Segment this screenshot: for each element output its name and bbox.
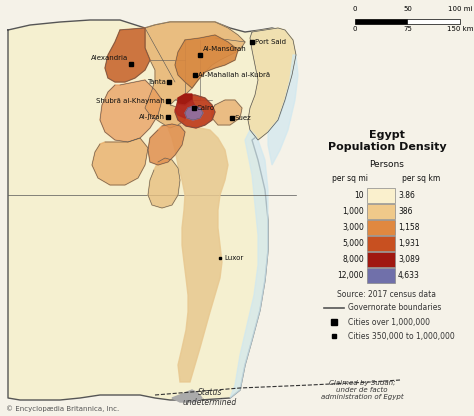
Text: Cairo: Cairo <box>197 105 215 111</box>
Text: 1,931: 1,931 <box>398 239 419 248</box>
Text: Source: 2017 census data: Source: 2017 census data <box>337 290 437 299</box>
Polygon shape <box>100 80 162 142</box>
Text: 1,000: 1,000 <box>342 207 364 216</box>
Text: 3,089: 3,089 <box>398 255 420 264</box>
Bar <box>355 19 408 24</box>
Text: 50: 50 <box>403 6 412 12</box>
Text: 0: 0 <box>353 6 357 12</box>
Text: 100 mi: 100 mi <box>448 6 472 12</box>
Text: 150 km: 150 km <box>447 26 473 32</box>
Polygon shape <box>212 100 242 125</box>
Polygon shape <box>175 35 238 88</box>
Text: Al-Jīzah: Al-Jīzah <box>139 114 165 120</box>
Bar <box>367 204 395 219</box>
Text: 386: 386 <box>398 207 412 216</box>
Text: Governorate boundaries: Governorate boundaries <box>348 304 441 312</box>
Polygon shape <box>175 95 215 128</box>
Text: 3,000: 3,000 <box>342 223 364 232</box>
Polygon shape <box>178 94 192 105</box>
Polygon shape <box>172 390 202 402</box>
Bar <box>367 188 395 203</box>
Text: 1,158: 1,158 <box>398 223 419 232</box>
Polygon shape <box>148 158 180 208</box>
Bar <box>367 252 395 267</box>
Polygon shape <box>230 130 268 398</box>
Bar <box>408 19 460 24</box>
Text: Al-Mahallah al-Kubrā: Al-Mahallah al-Kubrā <box>198 72 270 78</box>
Text: Port Said: Port Said <box>255 39 286 45</box>
Text: per sq km: per sq km <box>402 174 440 183</box>
Text: Claimed by Sudan;
under de facto
administration of Egypt: Claimed by Sudan; under de facto adminis… <box>321 380 403 400</box>
Bar <box>367 268 395 283</box>
Bar <box>367 220 395 235</box>
Polygon shape <box>92 138 148 185</box>
Polygon shape <box>8 20 295 400</box>
Text: Egypt
Population Density: Egypt Population Density <box>328 130 447 151</box>
Text: 8,000: 8,000 <box>342 255 364 264</box>
Text: Al-Mansūrah: Al-Mansūrah <box>203 46 247 52</box>
Text: 75: 75 <box>403 26 412 32</box>
Polygon shape <box>185 106 203 120</box>
Text: Cities 350,000 to 1,000,000: Cities 350,000 to 1,000,000 <box>348 332 455 341</box>
Text: 10: 10 <box>355 191 364 200</box>
Text: Status
undetermined: Status undetermined <box>183 388 237 407</box>
Text: Cities over 1,000,000: Cities over 1,000,000 <box>348 317 430 327</box>
Text: 5,000: 5,000 <box>342 239 364 248</box>
Polygon shape <box>168 124 228 382</box>
Text: 12,000: 12,000 <box>337 271 364 280</box>
Polygon shape <box>268 55 298 165</box>
Polygon shape <box>175 100 195 118</box>
Text: 4,633: 4,633 <box>398 271 420 280</box>
Text: Tanta: Tanta <box>147 79 166 85</box>
Text: Luxor: Luxor <box>224 255 243 261</box>
Text: Alexandria: Alexandria <box>91 55 128 61</box>
Text: Persons: Persons <box>370 160 404 169</box>
Polygon shape <box>248 28 296 140</box>
Polygon shape <box>145 22 245 128</box>
Text: © Encyclopædia Britannica, Inc.: © Encyclopædia Britannica, Inc. <box>6 405 119 412</box>
Polygon shape <box>148 124 185 165</box>
Text: 0: 0 <box>353 26 357 32</box>
Text: per sq mi: per sq mi <box>332 174 368 183</box>
Bar <box>367 236 395 251</box>
Text: Suez: Suez <box>235 115 252 121</box>
Text: Shubrā al-Khaymah: Shubrā al-Khaymah <box>96 98 165 104</box>
Text: 3.86: 3.86 <box>398 191 415 200</box>
Polygon shape <box>105 28 150 82</box>
